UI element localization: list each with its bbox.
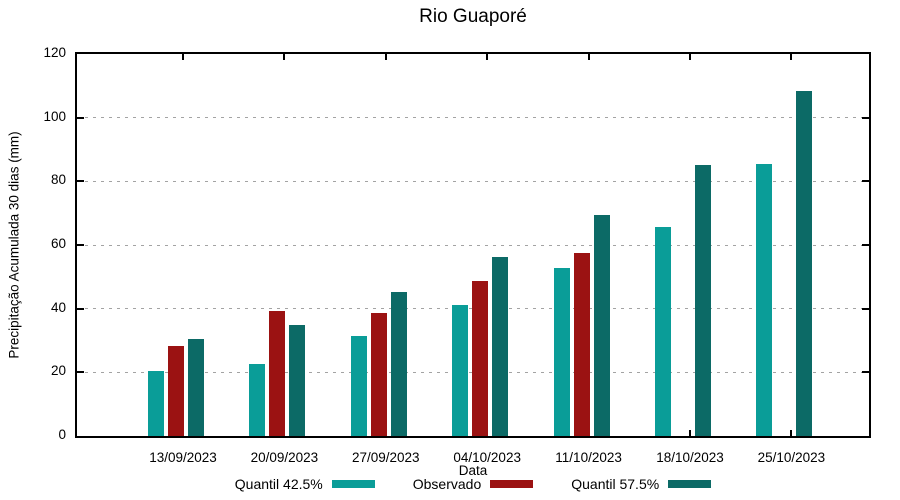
x-tick-label: 13/09/2023 — [149, 450, 217, 465]
bar-observado — [573, 252, 590, 436]
y-tick-label: 0 — [58, 427, 66, 442]
bar-quantil-57.5- — [593, 215, 610, 436]
bar-quantil-57.5- — [289, 324, 306, 436]
legend-swatch-icon — [331, 480, 375, 488]
plot-area — [75, 52, 871, 438]
legend-label: Quantil 57.5% — [571, 476, 660, 492]
bar-quantil-57.5- — [492, 257, 509, 436]
bar-quantil-57.5- — [695, 165, 711, 436]
legend-swatch-icon — [668, 480, 712, 488]
y-tick-label: 120 — [43, 45, 66, 60]
bar-quantil-42.5- — [553, 267, 570, 436]
legend-item-quantil-42-5: Quantil 42.5% — [235, 476, 375, 492]
y-tick-label: 20 — [50, 363, 66, 379]
y-tick-mark — [862, 371, 869, 374]
x-tick-label: 04/10/2023 — [453, 450, 521, 465]
bar-quantil-42.5- — [756, 163, 773, 436]
legend-label: Observado — [412, 476, 482, 492]
y-tick-mark — [862, 307, 869, 310]
bar-quantil-42.5- — [249, 364, 266, 436]
y-tick-mark — [862, 244, 869, 246]
x-tick-mark — [790, 430, 793, 436]
y-tick-mark — [77, 307, 84, 310]
y-tick-label: 60 — [50, 236, 66, 251]
y-tick-mark — [862, 180, 869, 183]
bar-quantil-57.5- — [390, 292, 407, 436]
x-tick-mark — [182, 54, 184, 60]
x-tick-mark — [790, 54, 793, 60]
x-tick-label: 25/10/2023 — [757, 450, 826, 465]
bar-observado — [269, 311, 286, 436]
y-tick-mark — [862, 116, 869, 119]
legend-label: Quantil 42.5% — [234, 476, 323, 492]
chart-title: Rio Guaporé — [419, 6, 527, 27]
bar-quantil-57.5- — [188, 338, 204, 436]
x-tick-mark — [587, 54, 590, 60]
x-tick-label: 27/09/2023 — [352, 450, 420, 465]
legend-swatch-icon — [490, 480, 534, 488]
y-tick-mark — [77, 116, 84, 119]
legend-item-quantil-57-5: Quantil 57.5% — [571, 476, 712, 492]
x-axis-label: Data — [458, 463, 488, 478]
bar-quantil-42.5- — [350, 335, 367, 436]
bar-observado — [370, 312, 387, 436]
x-tick-label: 11/10/2023 — [555, 450, 622, 465]
y-tick-mark — [77, 371, 84, 374]
x-tick-mark — [283, 54, 286, 60]
legend-item-observado: Observado — [412, 476, 534, 492]
x-tick-mark — [486, 54, 489, 60]
gridline — [77, 244, 869, 246]
bar-quantil-42.5- — [452, 304, 469, 436]
y-tick-label: 100 — [43, 108, 66, 124]
bar-quantil-42.5- — [148, 371, 164, 436]
bar-quantil-42.5- — [655, 227, 671, 436]
y-tick-mark — [77, 244, 84, 246]
bar-observado — [168, 346, 184, 436]
x-tick-mark — [689, 54, 691, 60]
y-tick-mark — [77, 180, 84, 183]
y-tick-label: 40 — [50, 299, 66, 315]
bar-observado — [472, 281, 489, 436]
legend: Quantil 42.5% Observado Quantil 57.5% — [75, 475, 871, 493]
x-tick-label: 20/09/2023 — [250, 450, 319, 465]
bar-quantil-57.5- — [796, 90, 813, 436]
y-tick-label: 80 — [50, 172, 66, 188]
gridline — [77, 180, 869, 182]
gridline — [77, 117, 869, 119]
x-tick-label: 18/10/2023 — [656, 450, 724, 465]
x-tick-mark — [689, 430, 691, 436]
x-tick-mark — [384, 54, 387, 60]
